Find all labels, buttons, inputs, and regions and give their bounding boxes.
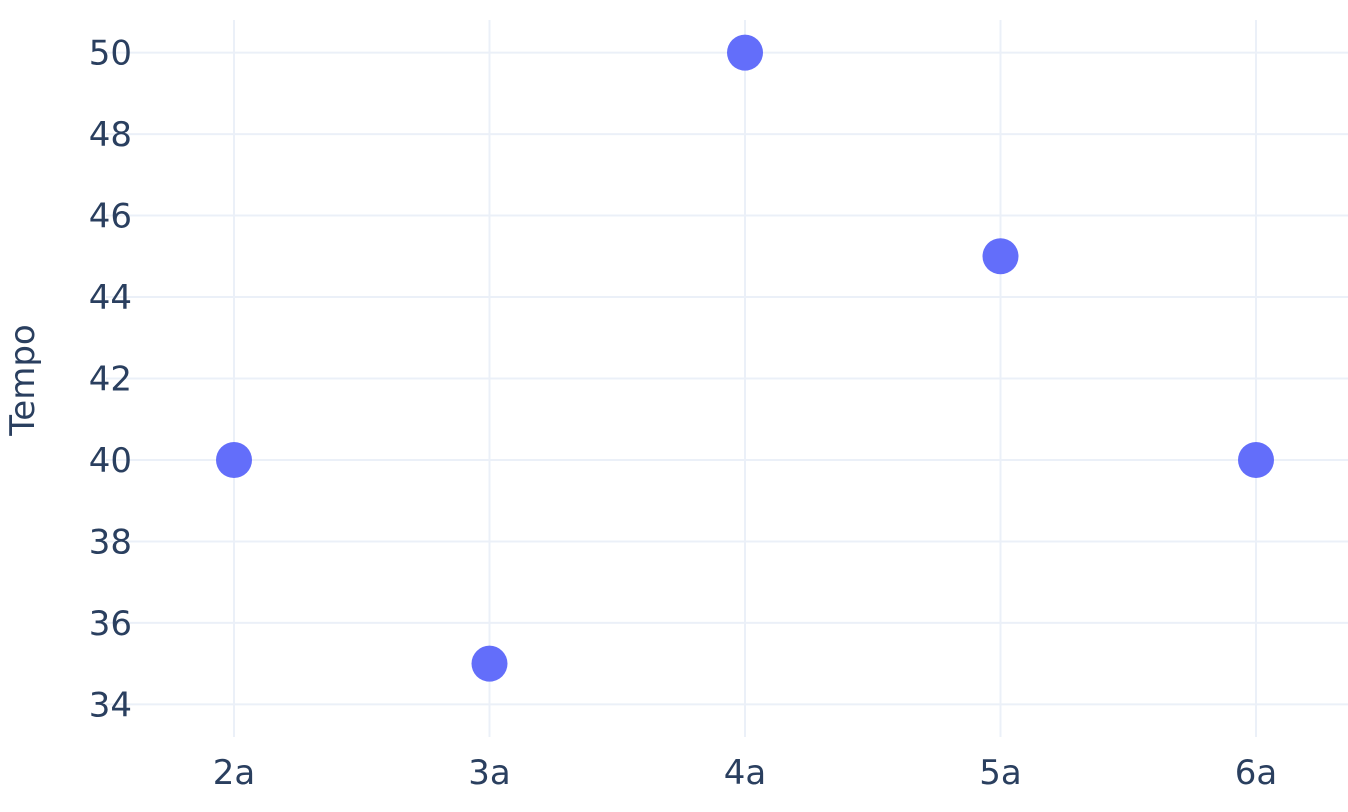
y-tick-label: 34 bbox=[89, 685, 132, 725]
y-tick-label: 40 bbox=[89, 441, 132, 481]
x-tick-label: 3a bbox=[468, 753, 510, 793]
data-point bbox=[471, 645, 508, 682]
x-tick-labels: 2a 3a 4a 5a 6a bbox=[213, 753, 1277, 793]
x-tick-label: 6a bbox=[1235, 753, 1277, 793]
x-tick-label: 4a bbox=[724, 753, 766, 793]
data-points bbox=[216, 34, 1274, 682]
x-tick-label: 5a bbox=[979, 753, 1021, 793]
y-grid-lines bbox=[106, 51, 1348, 706]
y-tick-label: 50 bbox=[89, 34, 132, 74]
data-point bbox=[216, 441, 252, 478]
data-point bbox=[727, 34, 763, 71]
data-point bbox=[982, 238, 1019, 275]
y-tick-label: 48 bbox=[89, 115, 132, 155]
x-grid-lines bbox=[233, 20, 1257, 737]
data-point bbox=[1238, 441, 1274, 478]
y-tick-labels: 34 36 38 40 42 44 46 48 50 bbox=[89, 34, 132, 726]
y-tick-label: 36 bbox=[89, 604, 132, 644]
y-tick-label: 44 bbox=[89, 278, 132, 318]
y-tick-label: 42 bbox=[89, 360, 132, 400]
y-tick-label: 38 bbox=[89, 522, 132, 562]
y-axis-title: Tempo bbox=[3, 324, 43, 436]
y-tick-label: 46 bbox=[89, 197, 132, 237]
x-tick-label: 2a bbox=[213, 753, 255, 793]
